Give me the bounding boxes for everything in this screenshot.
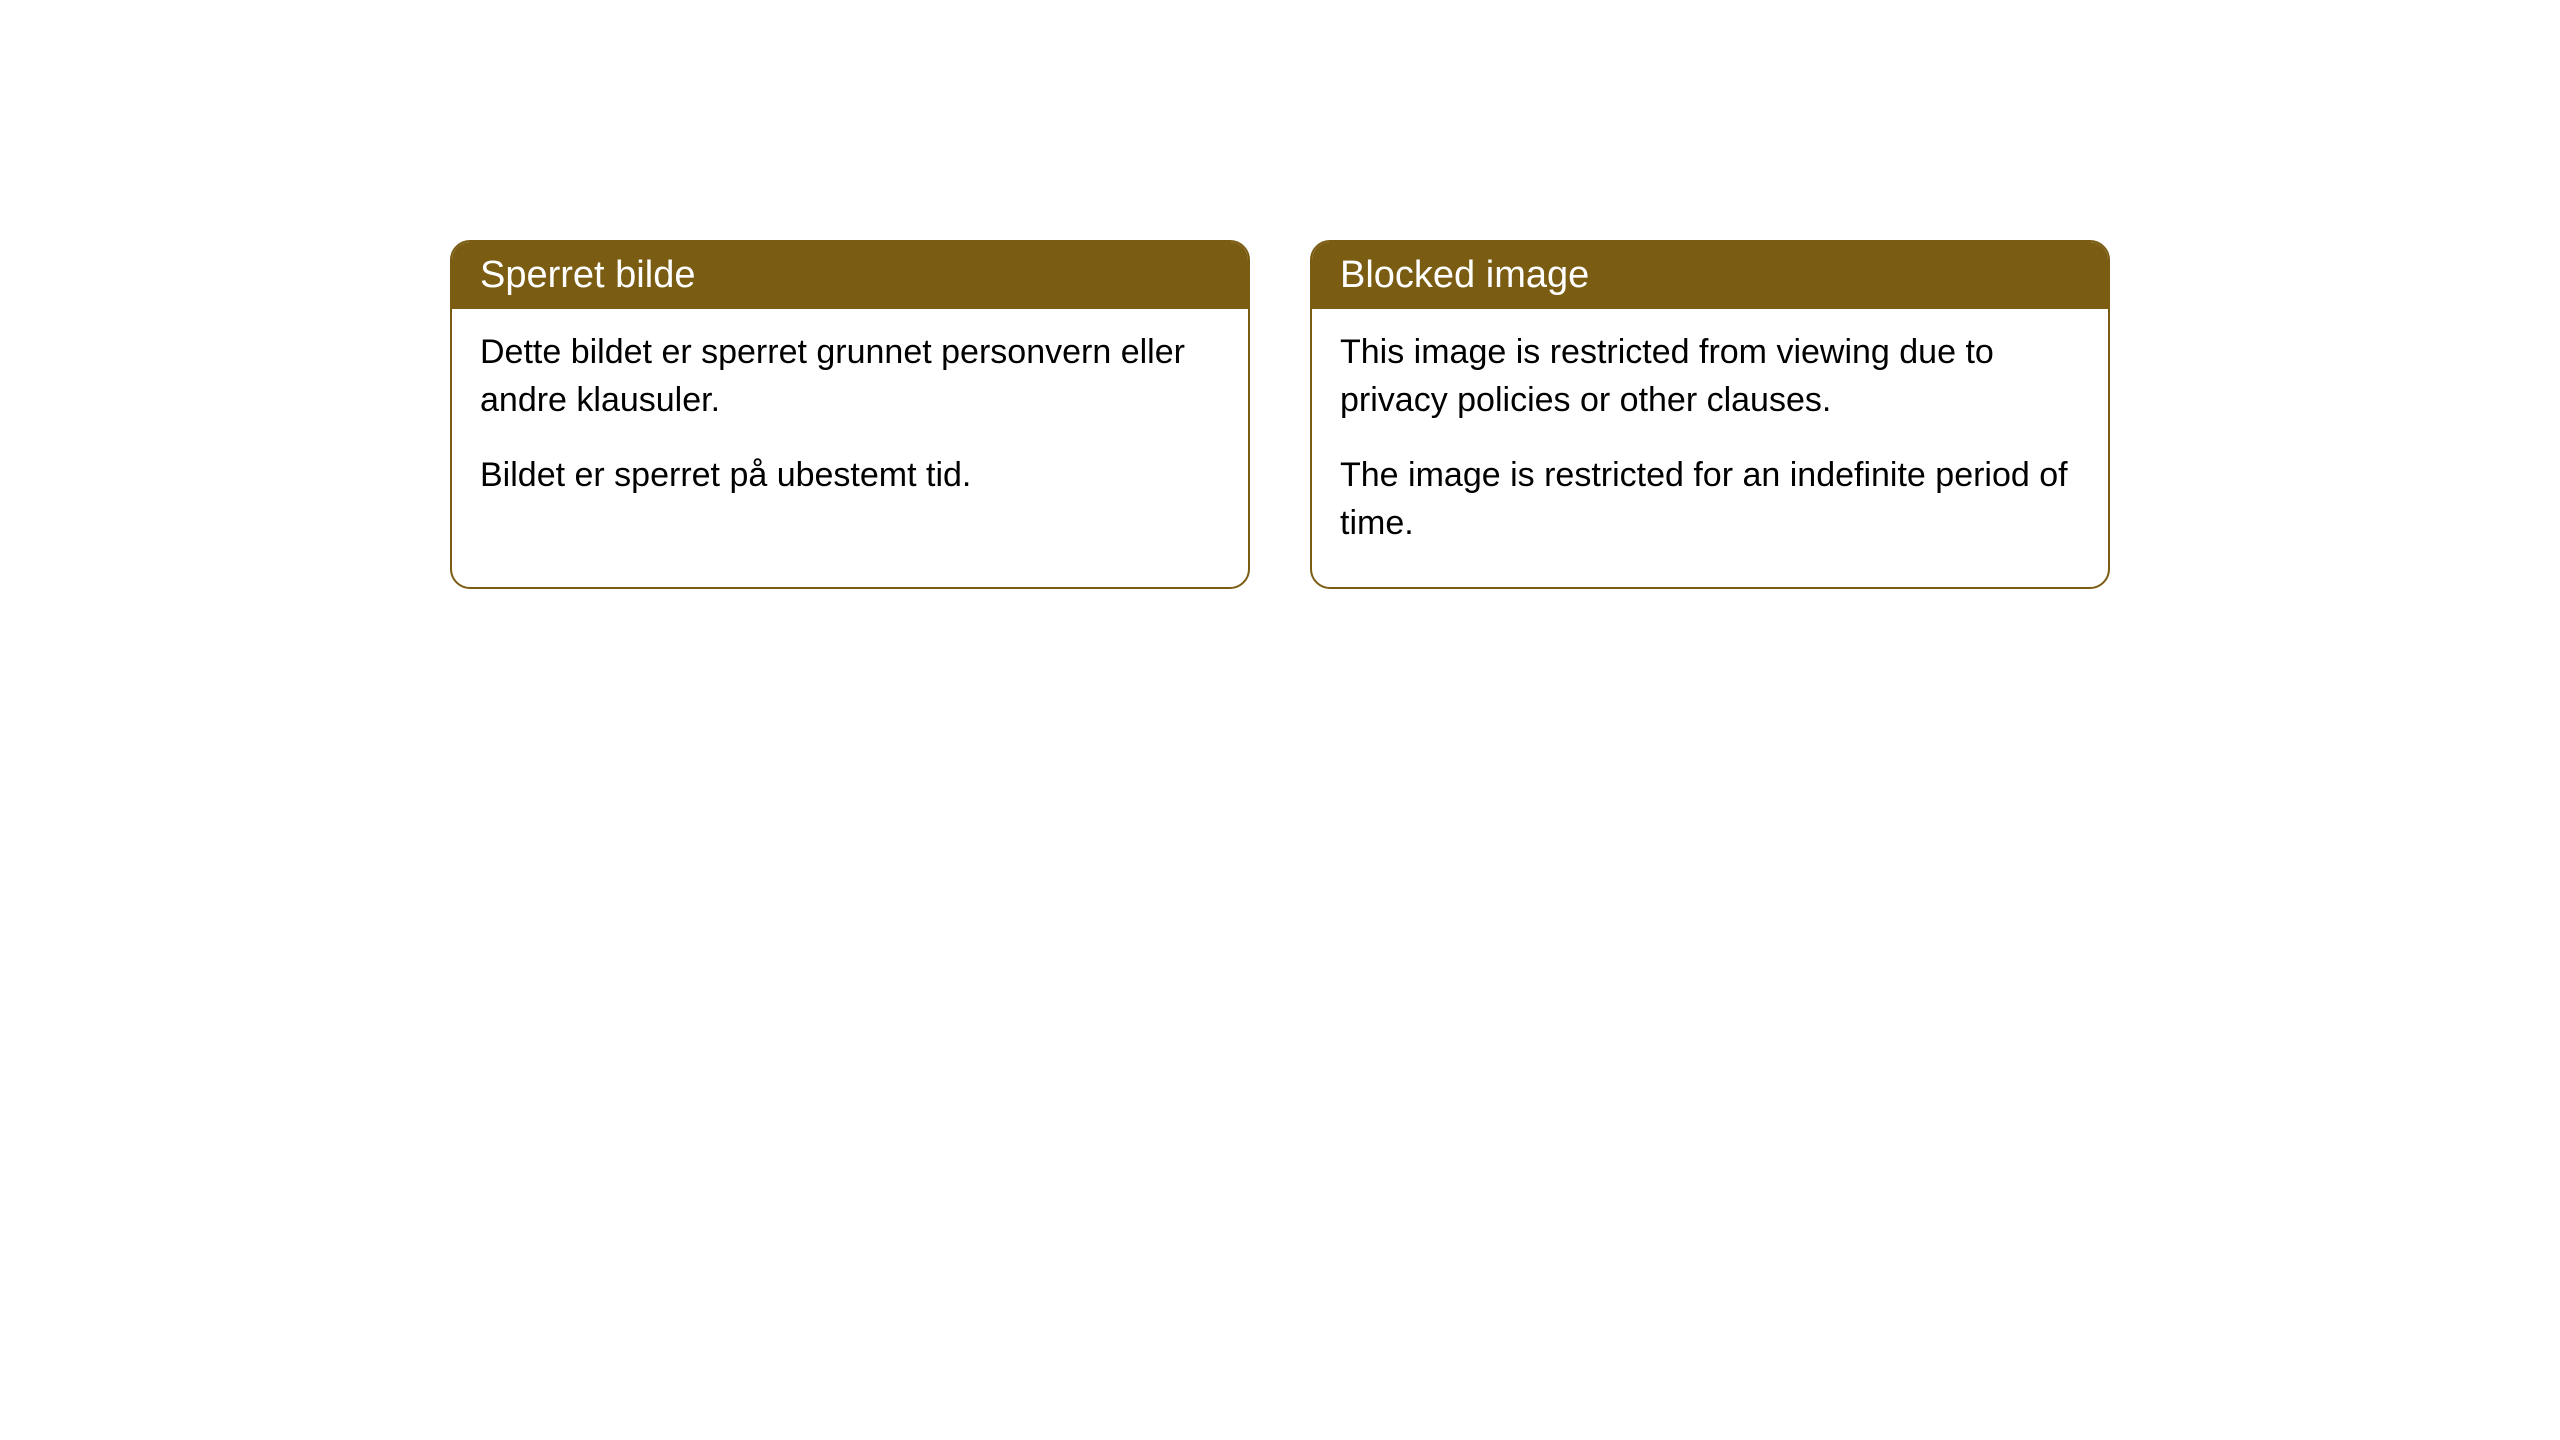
card-header-english: Blocked image [1312, 242, 2108, 309]
cards-container: Sperret bilde Dette bildet er sperret gr… [0, 0, 2560, 589]
card-paragraph-2: Bildet er sperret på ubestemt tid. [480, 452, 1220, 500]
card-english: Blocked image This image is restricted f… [1310, 240, 2110, 589]
card-paragraph-1: This image is restricted from viewing du… [1340, 329, 2080, 424]
card-norwegian: Sperret bilde Dette bildet er sperret gr… [450, 240, 1250, 589]
card-header-norwegian: Sperret bilde [452, 242, 1248, 309]
card-paragraph-1: Dette bildet er sperret grunnet personve… [480, 329, 1220, 424]
card-body-english: This image is restricted from viewing du… [1312, 309, 2108, 587]
card-body-norwegian: Dette bildet er sperret grunnet personve… [452, 309, 1248, 540]
card-paragraph-2: The image is restricted for an indefinit… [1340, 452, 2080, 547]
